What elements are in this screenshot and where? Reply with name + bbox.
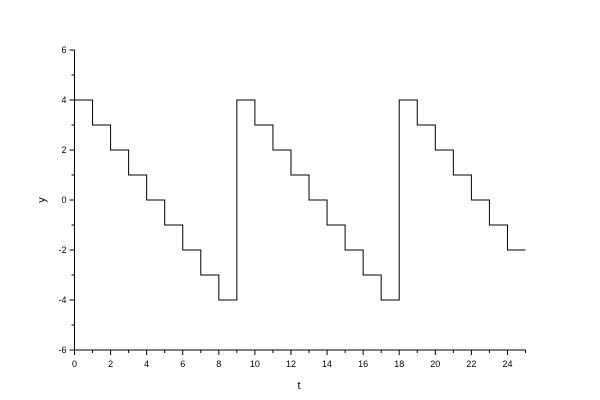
y-tick-label: 4 — [61, 95, 66, 105]
x-tick-label: 0 — [72, 359, 77, 369]
y-tick-label: -2 — [58, 245, 66, 255]
x-tick-label: 6 — [180, 359, 185, 369]
x-tick-label: 16 — [358, 359, 368, 369]
y-tick-label: -4 — [58, 295, 66, 305]
x-tick-label: 24 — [502, 359, 512, 369]
x-tick-label: 14 — [322, 359, 332, 369]
x-tick-label: 22 — [466, 359, 476, 369]
x-tick-label: 2 — [108, 359, 113, 369]
series-line — [74, 99, 526, 301]
axes — [74, 50, 526, 351]
x-tick-label: 4 — [144, 359, 149, 369]
x-tick-label: 12 — [286, 359, 296, 369]
x-tick-label: 18 — [394, 359, 404, 369]
y-tick-label: 6 — [61, 45, 66, 55]
x-axis-label: t — [297, 380, 300, 392]
x-tick-label: 20 — [430, 359, 440, 369]
y-tick-label: 2 — [61, 145, 66, 155]
y-tick-label: -6 — [58, 345, 66, 355]
y-axis-label: y — [36, 197, 48, 203]
plot-area — [74, 99, 526, 301]
y-tick-label: 0 — [61, 195, 66, 205]
x-tick-label: 10 — [250, 359, 260, 369]
x-tick-label: 8 — [216, 359, 221, 369]
